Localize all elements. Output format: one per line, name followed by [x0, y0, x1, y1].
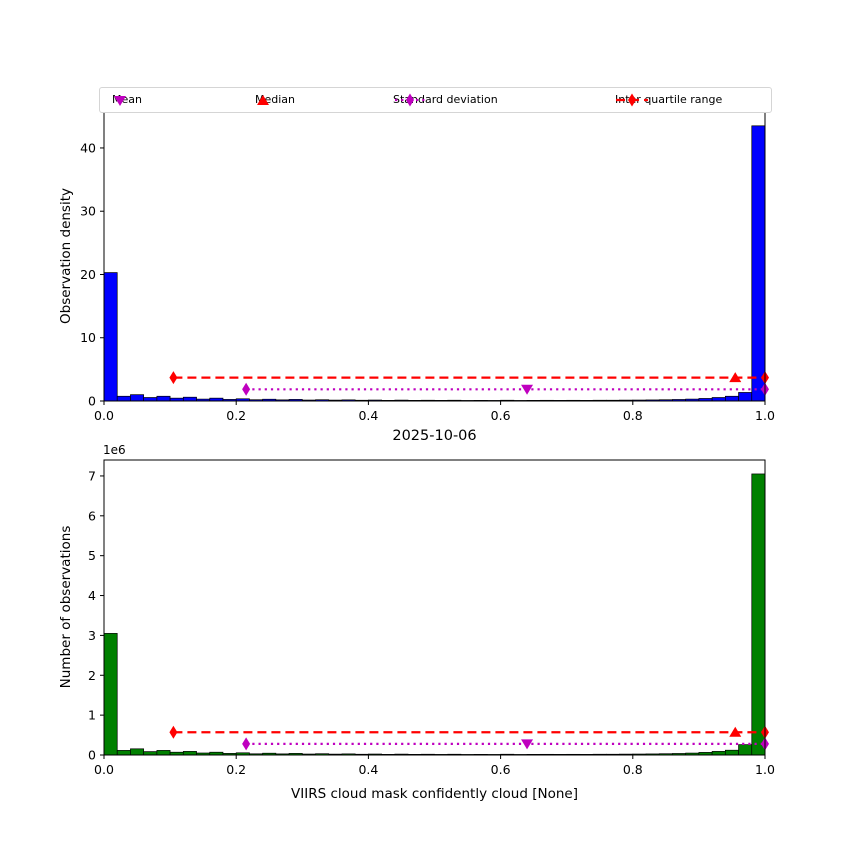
standard-deviation-dotted-diamond-icon: [395, 93, 425, 107]
top-y-axis-label: Observation density: [58, 188, 74, 324]
y-tick-label: 10: [80, 330, 96, 345]
y-tick-label: 1: [88, 708, 96, 723]
histogram-bar: [143, 751, 158, 756]
axes-spines: [103, 459, 766, 756]
x-tick-label: 0.8: [623, 762, 643, 777]
mean-triangle-down-icon: [114, 96, 126, 106]
median-triangle-up-icon: [257, 95, 269, 105]
histogram-bar: [182, 751, 197, 756]
diamond-marker: [169, 371, 178, 385]
histogram-bar: [116, 750, 131, 756]
legend-item-standard-deviation: Standard deviation: [393, 88, 498, 112]
y-tick-label: 6: [88, 508, 96, 523]
legend: Mean Median Standard deviation Inter qua…: [99, 87, 772, 113]
x-tick-label: 0.0: [94, 762, 114, 777]
x-tick-label: 0.4: [358, 408, 378, 423]
histogram-bar: [130, 748, 145, 756]
legend-label-standard-deviation: Standard deviation: [393, 93, 498, 106]
histogram-bar: [738, 744, 753, 756]
y-tick-label: 4: [88, 588, 96, 603]
x-tick-label: 1.0: [755, 762, 775, 777]
x-tick-label: 0.4: [358, 762, 378, 777]
bottom-y-axis-label: Number of observations: [58, 525, 74, 689]
diamond-marker: [242, 737, 251, 751]
x-tick-label: 0.2: [226, 408, 246, 423]
legend-label-inter-quartile-range: Inter quartile range: [615, 93, 723, 106]
histogram-bar: [751, 125, 766, 402]
histogram-bar: [711, 751, 726, 756]
legend-item-inter-quartile-range: Inter quartile range: [615, 88, 722, 112]
histogram-bar: [156, 750, 171, 756]
x-tick-label: 0.6: [491, 762, 511, 777]
mean-marker: [521, 739, 534, 750]
histogram-bar: [116, 395, 131, 402]
histogram-bar: [738, 392, 753, 402]
y-tick-label: 3: [88, 628, 96, 643]
histogram-bar: [156, 395, 171, 402]
y-axis-offset-label: 1e6: [103, 443, 126, 457]
y-tick-label: 0: [88, 748, 96, 763]
histogram-bar: [724, 749, 739, 756]
y-tick-label: 20: [80, 267, 96, 282]
y-tick-label: 2: [88, 668, 96, 683]
y-tick-label: 5: [88, 548, 96, 563]
x-tick-label: 0.8: [623, 408, 643, 423]
histogram-bar: [182, 396, 197, 402]
median-marker: [729, 726, 742, 737]
histogram-bar: [130, 394, 145, 402]
diamond-marker: [242, 382, 251, 396]
bottom-count-histogram: 0.0 0.2 0.4 0.6 0.8 1.0 0 1 2 3 4 5 6 7: [88, 459, 775, 777]
legend-item-mean: Mean: [112, 88, 142, 112]
mean-marker: [521, 384, 534, 395]
y-tick-label: 0: [88, 394, 96, 409]
axes-spines: [103, 109, 766, 402]
histogram-bar: [143, 397, 158, 402]
histogram-bar: [711, 397, 726, 402]
x-tick-label: 0.6: [491, 408, 511, 423]
histogram-bar: [751, 473, 766, 756]
histogram-bar: [103, 272, 118, 402]
y-tick-label: 7: [88, 468, 96, 483]
x-axis-label: VIIRS cloud mask confidently cloud [None…: [291, 786, 578, 802]
histogram-bar: [103, 633, 118, 756]
top-density-histogram: 0.0 0.2 0.4 0.6 0.8 1.0 0 10 20 30 40: [80, 109, 775, 423]
chart-title-date: 2025-10-06: [392, 428, 477, 444]
diamond-marker: [169, 725, 178, 739]
legend-item-median: Median: [255, 88, 295, 112]
median-marker: [729, 372, 742, 383]
x-tick-label: 0.2: [226, 762, 246, 777]
y-tick-label: 40: [80, 140, 96, 155]
histogram-bar: [724, 395, 739, 402]
x-tick-label: 1.0: [755, 408, 775, 423]
inter-quartile-range-dashed-diamond-icon: [616, 93, 648, 107]
y-tick-label: 30: [80, 204, 96, 219]
x-tick-label: 0.0: [94, 408, 114, 423]
